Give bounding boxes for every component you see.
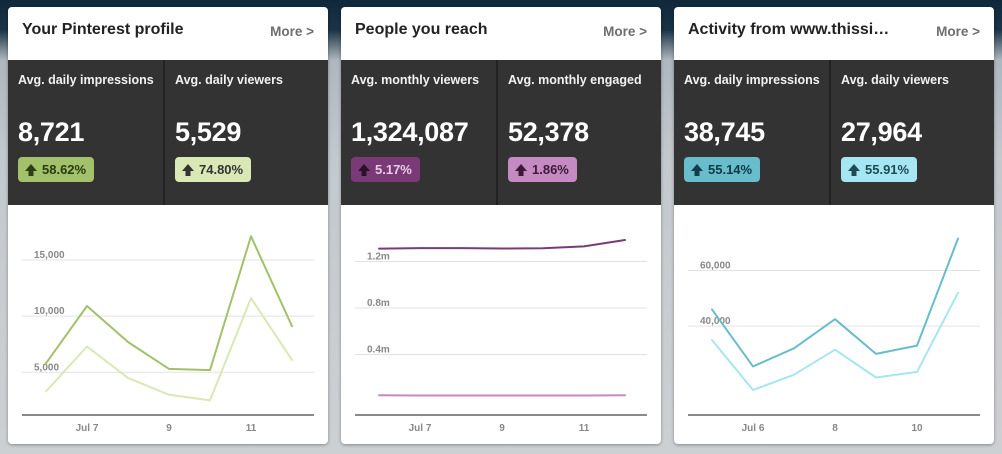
- change-badge: 74.80%: [175, 157, 252, 182]
- chart-svg: 0.4m 0.8m 1.2m Jul 7 9 11: [355, 239, 647, 434]
- series-line: [45, 297, 293, 402]
- x-tick-label: 11: [579, 423, 590, 434]
- stats-panel: Avg. daily impressions 38,745 55.14% Avg…: [674, 60, 994, 205]
- y-tick-label: 5,000: [34, 362, 59, 373]
- y-tick-label: 60,000: [700, 261, 731, 272]
- change-badge: 55.91%: [841, 157, 918, 182]
- change-value: 74.80%: [199, 162, 244, 177]
- more-link[interactable]: More >: [270, 24, 314, 39]
- stat-divider: [496, 60, 498, 205]
- y-tick-label: 0.4m: [367, 345, 390, 356]
- stats-panel: Avg. monthly viewers 1,324,087 5.17% Avg…: [341, 60, 661, 205]
- stat-label: Avg. monthly engaged: [508, 73, 642, 87]
- card-website-activity: Activity from www.thissi… More > Avg. da…: [674, 7, 994, 444]
- stat-label: Avg. daily impressions: [684, 73, 820, 87]
- card-title: Your Pinterest profile: [22, 21, 184, 38]
- stat-avg-monthly-engaged: Avg. monthly engaged 52,378 1.86%: [498, 60, 661, 205]
- x-tick-label: 11: [246, 423, 257, 434]
- change-badge: 1.86%: [508, 157, 577, 182]
- change-badge: 58.62%: [18, 157, 95, 182]
- y-tick-label: 0.8m: [367, 298, 390, 309]
- line-chart: 5,000 10,000 15,000 Jul 7 9 11: [8, 205, 328, 444]
- series-line: [711, 291, 959, 391]
- stat-label: Avg. daily impressions: [18, 73, 154, 87]
- x-tick-label: 9: [499, 423, 505, 434]
- stat-value: 1,324,087: [351, 117, 469, 147]
- more-link[interactable]: More >: [936, 24, 980, 39]
- card-title: People you reach: [355, 21, 488, 38]
- stat-value: 5,529: [175, 117, 242, 147]
- series-line: [378, 239, 626, 250]
- up-arrow-icon: [182, 163, 194, 176]
- y-tick-label: 15,000: [34, 250, 65, 261]
- stat-value: 52,378: [508, 117, 589, 147]
- up-arrow-icon: [691, 163, 703, 176]
- up-arrow-icon: [358, 163, 370, 176]
- more-link[interactable]: More >: [603, 24, 647, 39]
- x-tick-label: 8: [832, 423, 838, 434]
- change-value: 55.14%: [708, 162, 753, 177]
- change-badge: 5.17%: [351, 157, 420, 182]
- card-pinterest-profile: Your Pinterest profile More > Avg. daily…: [8, 7, 328, 444]
- change-value: 1.86%: [532, 162, 569, 177]
- up-arrow-icon: [25, 163, 37, 176]
- card-header: Your Pinterest profile More >: [8, 7, 328, 60]
- card-header: People you reach More >: [341, 7, 661, 60]
- change-badge: 55.14%: [684, 157, 761, 182]
- stats-panel: Avg. daily impressions 8,721 58.62% Avg.…: [8, 60, 328, 205]
- change-value: 5.17%: [375, 162, 412, 177]
- series-line: [711, 237, 959, 368]
- stat-avg-daily-viewers: Avg. daily viewers 5,529 74.80%: [165, 60, 328, 205]
- stat-divider: [163, 60, 165, 205]
- change-value: 58.62%: [42, 162, 87, 177]
- chart-svg: 40,000 60,000 Jul 6 8 10: [688, 237, 980, 434]
- stat-label: Avg. daily viewers: [841, 73, 949, 87]
- x-tick-label: Jul 7: [409, 423, 432, 434]
- card-header: Activity from www.thissi… More >: [674, 7, 994, 60]
- change-value: 55.91%: [865, 162, 910, 177]
- up-arrow-icon: [515, 163, 527, 176]
- y-tick-label: 10,000: [34, 306, 65, 317]
- chart-svg: 5,000 10,000 15,000 Jul 7 9 11: [22, 235, 314, 434]
- card-title: Activity from www.thissi…: [688, 21, 890, 38]
- stat-avg-daily-impressions: Avg. daily impressions 38,745 55.14%: [674, 60, 829, 205]
- x-tick-label: Jul 6: [742, 423, 765, 434]
- up-arrow-icon: [848, 163, 860, 176]
- stat-divider: [829, 60, 831, 205]
- stat-label: Avg. monthly viewers: [351, 73, 480, 87]
- stat-avg-daily-impressions: Avg. daily impressions 8,721 58.62%: [8, 60, 163, 205]
- y-tick-label: 40,000: [700, 316, 731, 327]
- card-people-you-reach: People you reach More > Avg. monthly vie…: [341, 7, 661, 444]
- x-tick-label: 10: [911, 423, 923, 434]
- stat-value: 27,964: [841, 117, 922, 147]
- line-chart: 0.4m 0.8m 1.2m Jul 7 9 11: [341, 205, 661, 444]
- stat-label: Avg. daily viewers: [175, 73, 283, 87]
- y-tick-label: 1.2m: [367, 252, 390, 263]
- stat-avg-daily-viewers: Avg. daily viewers 27,964 55.91%: [831, 60, 994, 205]
- x-tick-label: 9: [166, 423, 172, 434]
- x-tick-label: Jul 7: [76, 423, 99, 434]
- series-line: [45, 235, 293, 372]
- line-chart: 40,000 60,000 Jul 6 8 10: [674, 205, 994, 444]
- stat-avg-monthly-viewers: Avg. monthly viewers 1,324,087 5.17%: [341, 60, 496, 205]
- stat-value: 8,721: [18, 117, 85, 147]
- stat-value: 38,745: [684, 117, 765, 147]
